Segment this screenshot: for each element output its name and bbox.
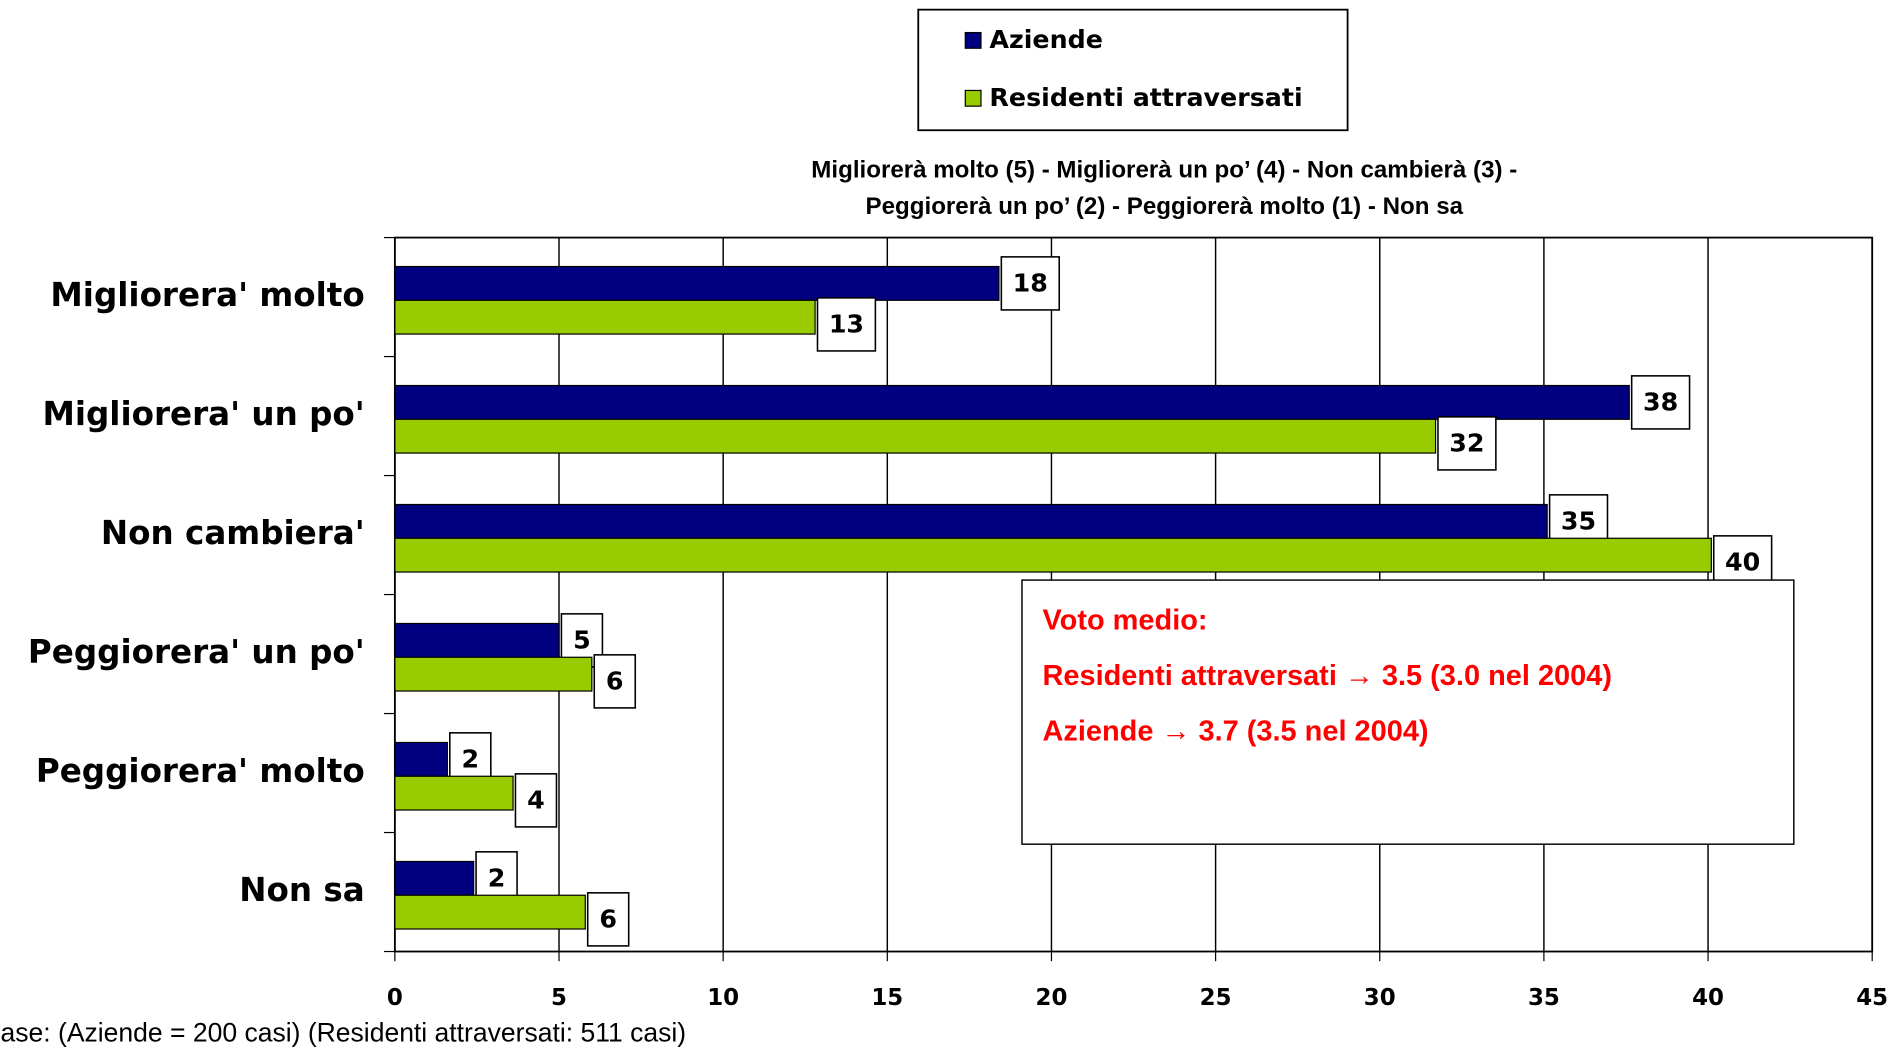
x-tick-label: 30 [1364,985,1396,1011]
x-tick-label: 45 [1856,985,1888,1011]
bar [394,418,1437,454]
legend-swatch [964,31,982,49]
y-tick-label: Migliorera' un po' [42,395,364,433]
annotation-text: Voto medio: Residenti attraversati → 3.5 … [1042,603,1717,750]
legend-label: Residenti attraversati [989,82,1302,112]
value-label: 18 [1013,268,1048,298]
bar [394,299,816,335]
value-label-box [1630,375,1691,430]
bar [394,860,475,896]
value-label-box [1000,256,1061,311]
value-label: 32 [1449,428,1484,458]
y-tick-label: Peggiorera' un po' [28,633,365,671]
value-label-box [586,892,630,947]
value-label: 2 [461,744,479,774]
x-tick-label: 20 [1036,985,1068,1011]
footnote: ase: (Aziende = 200 casi) (Residenti att… [1,1018,687,1048]
annotation: Voto medio: Residenti attraversati → 3.5 … [1042,603,1717,750]
annotation-box [1021,579,1795,845]
value-label: 2 [488,863,506,893]
y-tick-label: Non sa [239,871,364,909]
annotation-line: Aziende → 3.7 (3.5 nel 2004) [1042,715,1429,748]
value-label: 35 [1561,506,1596,536]
value-label: 6 [599,904,617,934]
x-tick-label: 5 [551,985,567,1011]
bar [394,894,586,930]
y-tick-label: Peggiorera' molto [36,752,365,790]
x-tick-label: 40 [1692,985,1724,1011]
value-label: 40 [1725,547,1760,577]
bar [394,622,560,658]
value-label: 13 [829,309,864,339]
x-tick-label: 15 [871,985,903,1011]
x-tick-label: 25 [1200,985,1232,1011]
value-label: 6 [606,666,624,696]
value-label-box [816,297,877,352]
legend-box [917,8,1349,132]
bar [394,384,1630,420]
legend-label: Aziende [989,24,1102,54]
bar [394,741,448,777]
subtitle: Peggiorerà un po’ (2) - Peggiorerà molto… [866,193,1464,220]
value-label: 5 [573,625,591,655]
y-tick-label: Migliorera' molto [50,276,364,314]
value-label: 4 [527,785,545,815]
value-label-box [593,654,637,709]
bar [394,537,1712,573]
y-tick-label: Non cambiera' [101,514,365,552]
x-tick-label: 35 [1528,985,1560,1011]
annotation-line: Voto medio: [1042,604,1208,637]
value-label-box [514,773,558,828]
bar [394,503,1548,539]
value-label-box [1437,416,1497,471]
bar [394,265,1000,301]
legend-swatch [964,89,982,107]
x-tick-label: 10 [707,985,739,1011]
bar [394,656,593,692]
x-tick-label: 0 [387,985,403,1011]
annotation-line: Residenti attraversati → 3.5 (3.0 nel 20… [1042,659,1612,693]
subtitle: Migliorerà molto (5) - Migliorerà un po’… [811,157,1517,184]
value-label: 38 [1643,387,1678,417]
bar [394,775,514,811]
